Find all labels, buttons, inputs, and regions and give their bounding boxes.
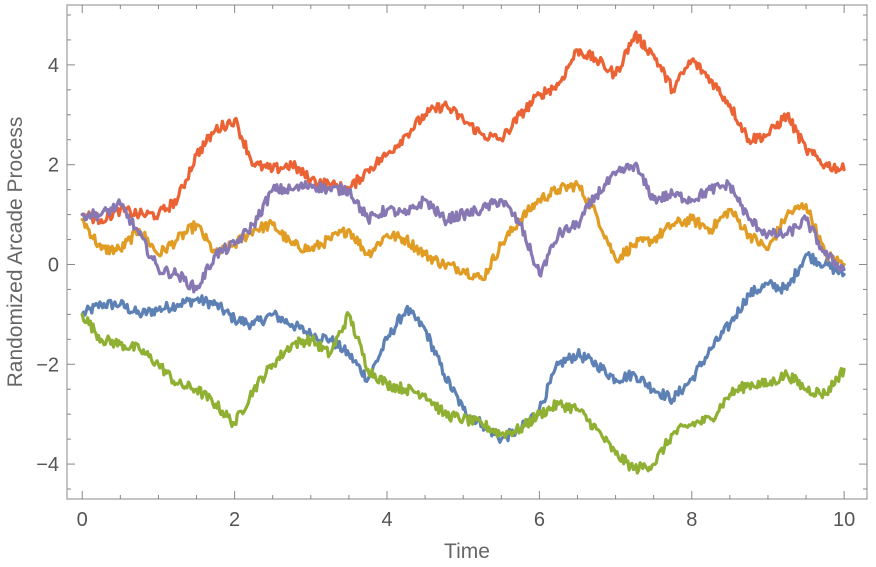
x-tick-label: 2 <box>229 509 240 531</box>
x-tick-label: 6 <box>534 509 545 531</box>
x-axis-ticks <box>81 5 845 499</box>
series-layer <box>80 30 846 475</box>
x-tick-label: 4 <box>381 509 392 531</box>
series-line-4 <box>80 30 846 226</box>
x-axis-title: Time <box>444 540 490 563</box>
series-line-3 <box>80 311 846 475</box>
y-axis-ticks <box>67 14 867 490</box>
x-tick-label: 8 <box>686 509 697 531</box>
y-tick-label: 2 <box>48 155 59 177</box>
series-line-1 <box>80 251 846 444</box>
plot-frame <box>66 4 868 500</box>
x-tick-label: 10 <box>833 509 855 531</box>
x-axis-tick-labels: 0 2 4 6 8 10 <box>77 509 856 531</box>
series-line-5 <box>80 161 846 294</box>
x-tick-label: 0 <box>77 509 88 531</box>
y-axis-tick-labels: −4 −2 0 2 4 <box>36 55 59 476</box>
y-tick-label: −4 <box>36 454 59 476</box>
y-axis-title: Randomized Arcade Process <box>4 117 27 388</box>
series-line-2 <box>80 180 846 282</box>
y-tick-label: 0 <box>48 254 59 276</box>
y-tick-label: −2 <box>36 354 59 376</box>
y-tick-label: 4 <box>48 55 59 77</box>
